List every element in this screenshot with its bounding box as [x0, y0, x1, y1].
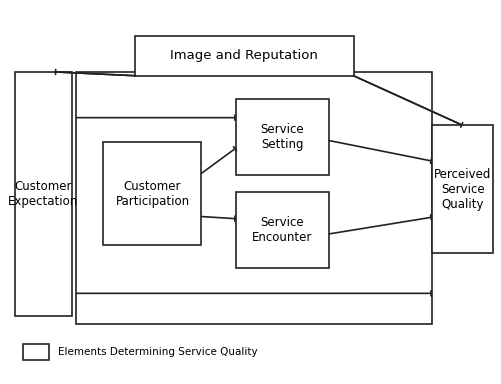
Bar: [431, 125, 492, 253]
Text: Service
Encounter: Service Encounter: [252, 216, 312, 244]
Bar: [235, 99, 328, 175]
Text: Service
Setting: Service Setting: [260, 123, 304, 151]
Bar: [135, 36, 353, 76]
Text: Customer
Participation: Customer Participation: [115, 180, 189, 208]
Bar: [15, 72, 72, 316]
Text: Elements Determining Service Quality: Elements Determining Service Quality: [58, 347, 258, 357]
Bar: [23, 344, 50, 360]
Text: Customer
Expectation: Customer Expectation: [8, 180, 78, 208]
Bar: [235, 192, 328, 268]
Text: Perceived
Service
Quality: Perceived Service Quality: [433, 168, 490, 211]
Text: Image and Reputation: Image and Reputation: [170, 49, 318, 62]
Bar: [103, 142, 201, 245]
Bar: [76, 72, 431, 324]
